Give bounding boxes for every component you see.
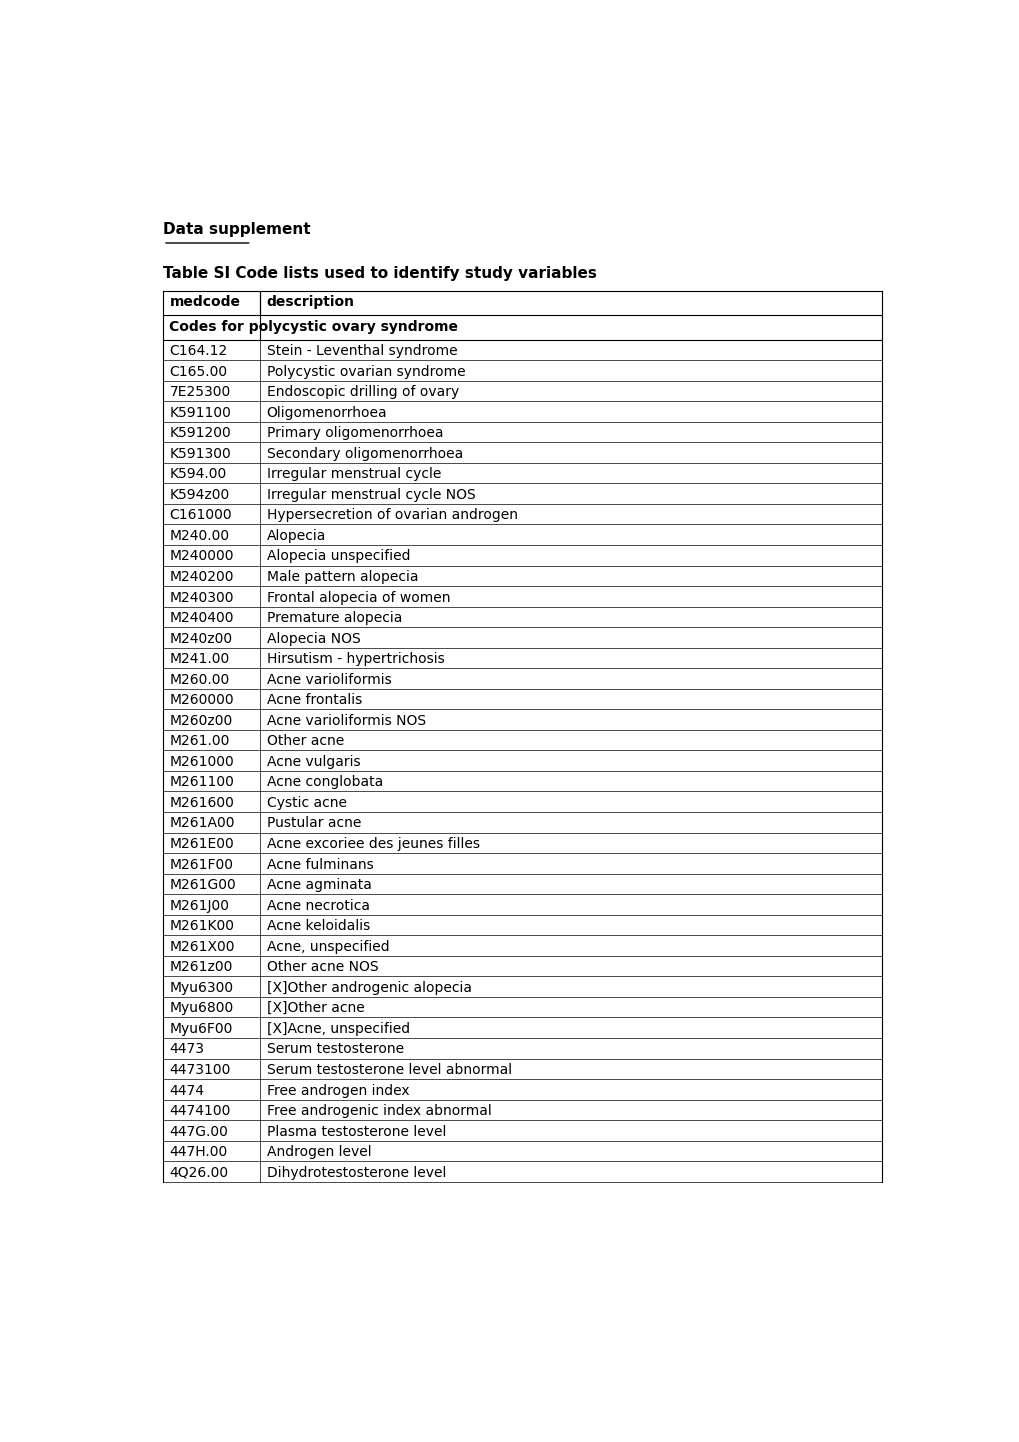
Text: [X]Acne, unspecified: [X]Acne, unspecified [266,1022,410,1035]
Text: Free androgenic index abnormal: Free androgenic index abnormal [266,1105,491,1118]
Text: 447H.00: 447H.00 [169,1145,227,1159]
Text: Irregular menstrual cycle: Irregular menstrual cycle [266,467,440,482]
Text: Premature alopecia: Premature alopecia [266,611,401,624]
Text: M240400: M240400 [169,611,233,624]
Text: Myu6300: Myu6300 [169,981,233,995]
Text: Acne varioliformis NOS: Acne varioliformis NOS [266,714,425,728]
Text: K594.00: K594.00 [169,467,226,482]
Text: Androgen level: Androgen level [266,1145,371,1159]
Text: Acne frontalis: Acne frontalis [266,694,362,707]
Text: M261z00: M261z00 [169,960,232,975]
Text: Acne fulminans: Acne fulminans [266,858,373,871]
Text: M261.00: M261.00 [169,734,229,748]
Text: Other acne: Other acne [266,734,343,748]
Text: Other acne NOS: Other acne NOS [266,960,378,975]
Text: M261E00: M261E00 [169,836,234,851]
Text: K591200: K591200 [169,427,231,440]
Text: Acne necrotica: Acne necrotica [266,898,369,913]
Text: M240.00: M240.00 [169,529,229,542]
Text: Acne keloidalis: Acne keloidalis [266,919,370,933]
Text: medcode: medcode [169,296,240,309]
Text: Acne agminata: Acne agminata [266,878,371,893]
Text: Data supplement: Data supplement [163,222,311,236]
Text: C165.00: C165.00 [169,365,227,379]
Text: Serum testosterone level abnormal: Serum testosterone level abnormal [266,1063,512,1077]
Text: K594z00: K594z00 [169,487,229,502]
Text: M261F00: M261F00 [169,858,233,871]
Text: M260.00: M260.00 [169,672,229,686]
Text: Primary oligomenorrhoea: Primary oligomenorrhoea [266,427,442,440]
Text: 4473100: 4473100 [169,1063,230,1077]
Text: Acne, unspecified: Acne, unspecified [266,940,389,953]
Text: Secondary oligomenorrhoea: Secondary oligomenorrhoea [266,447,463,461]
Text: M261J00: M261J00 [169,898,229,913]
Text: 7E25300: 7E25300 [169,385,230,399]
Text: M240200: M240200 [169,570,233,584]
Text: K591300: K591300 [169,447,231,461]
Text: Table SI Code lists used to identify study variables: Table SI Code lists used to identify stu… [163,267,596,281]
Text: Myu6F00: Myu6F00 [169,1022,232,1035]
Text: Acne varioliformis: Acne varioliformis [266,672,391,686]
Text: Serum testosterone: Serum testosterone [266,1043,404,1057]
Text: Hirsutism - hypertrichosis: Hirsutism - hypertrichosis [266,652,444,666]
Text: Male pattern alopecia: Male pattern alopecia [266,570,418,584]
Text: M261A00: M261A00 [169,816,234,831]
Text: 4Q26.00: 4Q26.00 [169,1165,228,1180]
Text: M260z00: M260z00 [169,714,232,728]
Text: C161000: C161000 [169,509,231,522]
Text: M240z00: M240z00 [169,632,232,646]
Text: 4474100: 4474100 [169,1105,230,1118]
Text: Dihydrotestosterone level: Dihydrotestosterone level [266,1165,445,1180]
Text: description: description [266,296,355,309]
Text: M261G00: M261G00 [169,878,236,893]
Text: M241.00: M241.00 [169,652,229,666]
Text: Polycystic ovarian syndrome: Polycystic ovarian syndrome [266,365,465,379]
Text: Alopecia NOS: Alopecia NOS [266,632,360,646]
Text: M261600: M261600 [169,796,234,810]
Text: C164.12: C164.12 [169,345,227,358]
Text: Hypersecretion of ovarian androgen: Hypersecretion of ovarian androgen [266,509,517,522]
Text: Acne conglobata: Acne conglobata [266,776,382,789]
Text: Pustular acne: Pustular acne [266,816,361,831]
Text: M261K00: M261K00 [169,919,234,933]
Text: M260000: M260000 [169,694,233,707]
Text: Irregular menstrual cycle NOS: Irregular menstrual cycle NOS [266,487,475,502]
Text: Alopecia unspecified: Alopecia unspecified [266,549,410,564]
Text: M240000: M240000 [169,549,233,564]
Text: [X]Other androgenic alopecia: [X]Other androgenic alopecia [266,981,471,995]
Text: Endoscopic drilling of ovary: Endoscopic drilling of ovary [266,385,459,399]
Text: Stein - Leventhal syndrome: Stein - Leventhal syndrome [266,345,457,358]
Text: K591100: K591100 [169,405,231,420]
Text: M261X00: M261X00 [169,940,234,953]
Text: Alopecia: Alopecia [266,529,325,542]
Text: Frontal alopecia of women: Frontal alopecia of women [266,591,449,604]
Text: Codes for polycystic ovary syndrome: Codes for polycystic ovary syndrome [169,320,458,333]
Text: Oligomenorrhoea: Oligomenorrhoea [266,405,387,420]
Text: Plasma testosterone level: Plasma testosterone level [266,1125,445,1139]
Text: Free androgen index: Free androgen index [266,1083,409,1097]
Text: M240300: M240300 [169,591,233,604]
Text: Cystic acne: Cystic acne [266,796,346,810]
Text: Acne excoriee des jeunes filles: Acne excoriee des jeunes filles [266,836,479,851]
Text: Myu6800: Myu6800 [169,1001,233,1015]
Text: 4473: 4473 [169,1043,204,1057]
Text: 4474: 4474 [169,1083,204,1097]
Text: M261100: M261100 [169,776,234,789]
Text: [X]Other acne: [X]Other acne [266,1001,364,1015]
Text: Acne vulgaris: Acne vulgaris [266,754,360,769]
Text: M261000: M261000 [169,754,234,769]
Text: 447G.00: 447G.00 [169,1125,228,1139]
